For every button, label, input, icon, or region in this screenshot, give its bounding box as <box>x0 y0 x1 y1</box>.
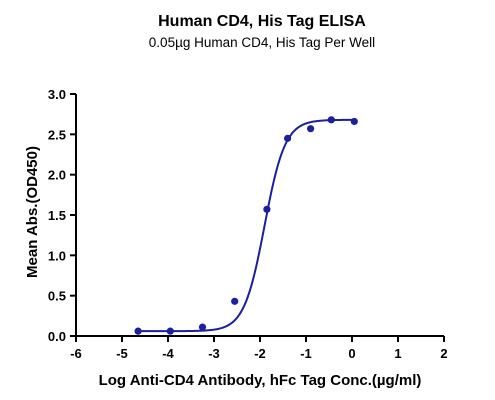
data-point-5 <box>284 134 292 142</box>
x-tick-label-0: -6 <box>70 346 82 361</box>
fit-curve-0 <box>138 118 355 333</box>
y-tick-label-0: 0.0 <box>48 329 66 344</box>
data-point-7 <box>327 116 335 124</box>
chart-title: Human CD4, His Tag ELISA <box>158 13 366 30</box>
x-tick-label-4: -2 <box>254 346 266 361</box>
data-point-8 <box>350 117 358 126</box>
x-tick-label-2: -4 <box>162 346 174 361</box>
data-point-4 <box>263 205 271 213</box>
x-tick-label-6: 0 <box>348 346 355 361</box>
y-axis-label: Mean Abs.(OD450) <box>24 146 41 278</box>
y-tick-label-6: 3.0 <box>48 87 66 102</box>
x-tick-label-8: 2 <box>440 346 447 361</box>
x-tick-label-3: -3 <box>208 346 220 361</box>
x-tick-label-5: -1 <box>300 346 312 361</box>
x-axis-label: Log Anti-CD4 Antibody, hFc Tag Conc.(µg/… <box>99 372 422 389</box>
y-tick-label-2: 1.0 <box>48 248 66 263</box>
x-tick-label-1: -5 <box>116 346 128 361</box>
y-tick-label-1: 0.5 <box>48 289 66 304</box>
y-tick-label-4: 2.0 <box>48 168 66 183</box>
data-point-1 <box>166 327 174 335</box>
x-tick-label-7: 1 <box>394 346 401 361</box>
data-point-0 <box>134 327 142 335</box>
chart-subtitle: 0.05µg Human CD4, His Tag Per Well <box>149 35 375 50</box>
data-point-6 <box>307 125 315 133</box>
plot-area: -6 -5 -4 -3 -2 -1 0 1 2 0.0 0.5 1.0 1.5 2.0 2.5 3.0 <box>48 87 448 361</box>
data-point-2 <box>198 323 207 331</box>
y-tick-label-3: 1.5 <box>48 208 66 223</box>
data-point-3 <box>231 297 239 305</box>
y-tick-label-5: 2.5 <box>48 127 66 142</box>
